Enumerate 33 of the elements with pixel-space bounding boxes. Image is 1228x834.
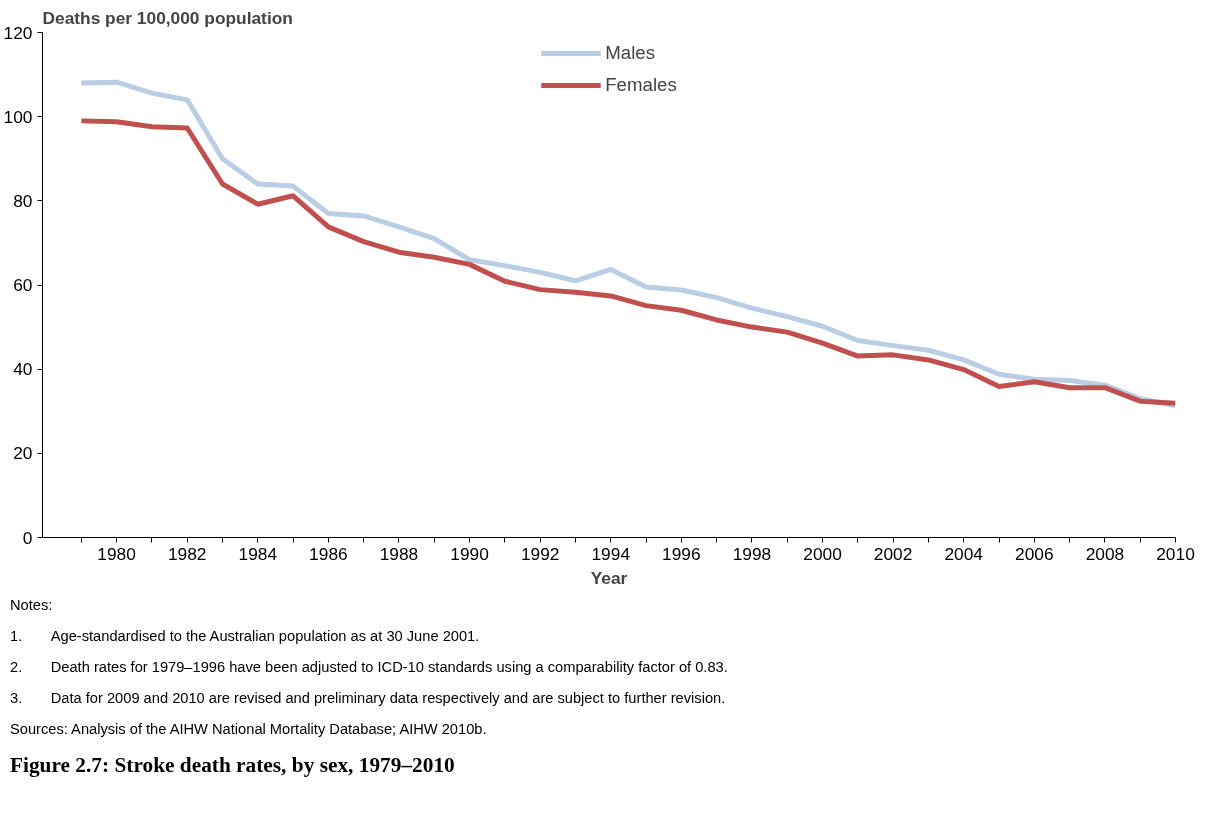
y-tick-label: 20: [13, 443, 33, 464]
x-tick-label: 1996: [662, 543, 701, 564]
x-tick-label: 1980: [97, 543, 136, 564]
y-axis-title: Deaths per 100,000 population: [42, 7, 293, 28]
y-tick-label: 100: [3, 106, 33, 127]
x-tick-label: 1986: [309, 543, 348, 564]
y-tick-label: 120: [3, 22, 33, 43]
x-tick-label: 1990: [450, 543, 489, 564]
x-tick-label: 1988: [379, 543, 419, 564]
x-tick-label: 2008: [1085, 543, 1125, 564]
x-tick-label: 1984: [238, 543, 278, 564]
y-tick-label: 0: [22, 527, 33, 548]
x-tick-label: 2010: [1156, 543, 1195, 564]
x-tick-label: 1994: [591, 543, 631, 564]
text: 1. Age-standardised to the Australian population as at 30 June 2001.: [10, 626, 480, 646]
x-tick-label: 1998: [732, 543, 772, 564]
legend-label: Females: [605, 74, 677, 96]
y-tick-label: 80: [13, 190, 33, 211]
text: 2. Death rates for 1979–1996 have been adjusted to ICD-10 standards using a comparability factor of 0.83.: [10, 657, 728, 677]
text: Figure 2.7: Stroke death rates, by sex, 1979–2010: [10, 751, 455, 779]
x-tick-label: 2002: [873, 543, 913, 564]
x-tick-label: 1982: [167, 543, 207, 564]
x-tick-label: 2000: [803, 543, 842, 564]
y-tick-label: 40: [13, 359, 33, 380]
x-tick-label: 1992: [520, 543, 560, 564]
x-axis-title: Year: [590, 567, 628, 588]
x-tick-label: 2006: [1015, 543, 1054, 564]
y-tick-label: 60: [13, 275, 33, 295]
legend-label: Males: [605, 42, 655, 64]
text: 3. Data for 2009 and 2010 are revised and preliminary data respectively and are subject to further revision.: [10, 688, 726, 708]
x-tick-label: 2004: [944, 543, 984, 564]
text: Notes:: [10, 596, 53, 615]
source-note: Sources: Analysis of the AIHW National Mortality Database; AIHW 2010b.: [10, 719, 487, 739]
